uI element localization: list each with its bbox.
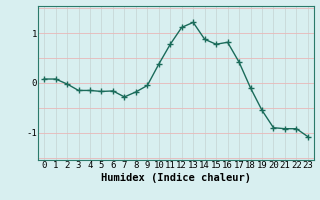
X-axis label: Humidex (Indice chaleur): Humidex (Indice chaleur): [101, 173, 251, 183]
